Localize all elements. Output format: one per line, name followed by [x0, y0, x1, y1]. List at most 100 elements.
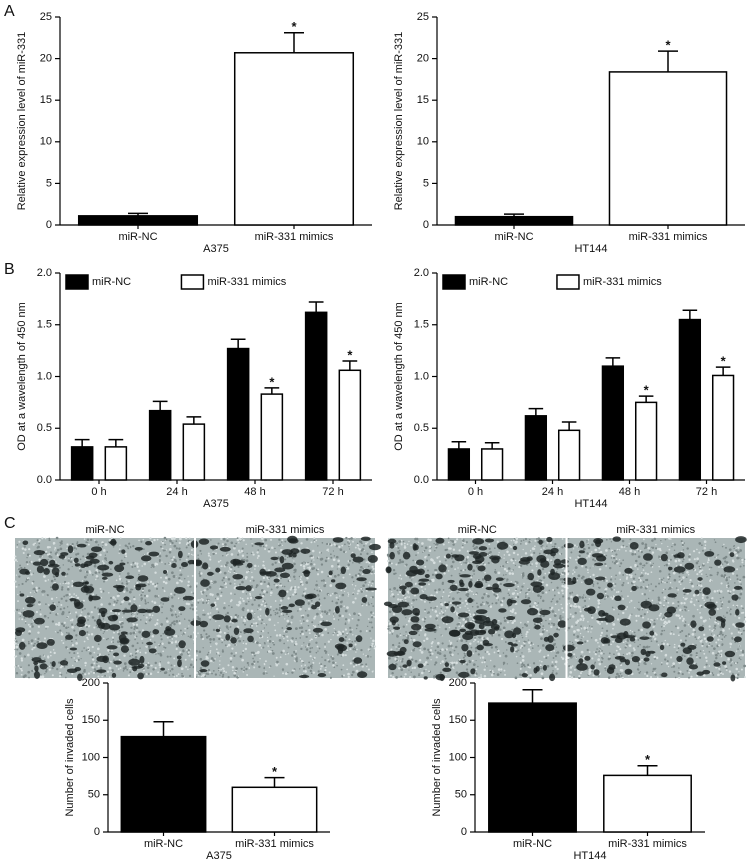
texture [502, 565, 504, 567]
texture [737, 551, 740, 554]
cell [278, 590, 286, 598]
texture [332, 657, 335, 660]
texture [534, 602, 537, 605]
texture [682, 542, 684, 544]
texture [176, 648, 178, 650]
texture [221, 642, 223, 644]
texture [76, 616, 78, 618]
texture [549, 607, 551, 609]
texture [222, 555, 223, 556]
texture [463, 562, 465, 564]
texture [571, 625, 573, 627]
texture [677, 605, 679, 607]
texture [249, 593, 251, 595]
texture [247, 609, 249, 611]
texture [523, 549, 524, 550]
texture [306, 648, 309, 651]
cell [365, 587, 377, 590]
texture [703, 666, 705, 668]
texture [74, 661, 76, 663]
texture [615, 676, 617, 678]
cell [335, 606, 340, 614]
texture [485, 627, 486, 628]
texture [207, 654, 209, 656]
texture [272, 652, 275, 655]
texture [52, 674, 54, 676]
texture [161, 638, 163, 640]
texture [738, 631, 740, 633]
texture [293, 560, 294, 561]
texture [418, 674, 420, 676]
texture [605, 593, 606, 594]
texture [448, 537, 450, 539]
cell [126, 617, 137, 622]
texture [466, 603, 468, 605]
texture [710, 599, 712, 601]
texture [119, 573, 120, 574]
texture [313, 625, 314, 626]
texture [233, 655, 235, 657]
texture [345, 636, 347, 638]
texture [713, 634, 715, 636]
texture [314, 657, 316, 659]
texture [220, 560, 222, 562]
texture [525, 597, 526, 598]
texture [37, 539, 39, 541]
cell [303, 570, 309, 577]
texture [335, 602, 338, 605]
texture [674, 646, 676, 648]
texture [257, 549, 259, 551]
texture [498, 599, 499, 600]
texture [685, 635, 687, 637]
texture [179, 567, 181, 569]
texture [676, 651, 678, 653]
texture [661, 642, 662, 643]
texture [641, 659, 643, 661]
cell [138, 664, 144, 668]
texture [621, 669, 624, 672]
texture [27, 596, 29, 598]
texture [230, 657, 233, 660]
texture [151, 567, 152, 568]
texture [253, 553, 255, 555]
texture [606, 630, 608, 632]
texture [511, 570, 512, 571]
texture [330, 677, 332, 679]
texture [187, 576, 188, 577]
texture [517, 554, 519, 556]
texture [392, 644, 394, 646]
texture [129, 668, 131, 670]
texture [321, 558, 324, 561]
texture [718, 635, 720, 637]
texture [405, 617, 406, 618]
texture [191, 554, 192, 555]
texture [271, 563, 273, 565]
texture [699, 589, 701, 591]
texture [98, 643, 100, 645]
texture [278, 543, 279, 544]
texture [700, 616, 703, 619]
texture [307, 562, 309, 564]
texture [68, 627, 69, 628]
texture [424, 550, 426, 552]
texture [472, 652, 474, 654]
texture [187, 669, 189, 671]
texture [511, 621, 514, 624]
texture [398, 645, 401, 648]
texture [449, 640, 450, 641]
texture [683, 593, 685, 595]
texture [580, 625, 582, 627]
texture [578, 546, 579, 547]
cell [108, 561, 113, 565]
panel-label: C [4, 515, 16, 532]
texture [407, 543, 409, 545]
texture [180, 630, 182, 632]
texture [191, 604, 194, 607]
texture [399, 599, 401, 601]
texture [133, 598, 135, 600]
texture [280, 656, 282, 658]
texture [498, 572, 501, 575]
texture [352, 601, 355, 604]
texture [190, 664, 193, 667]
texture [140, 582, 141, 583]
